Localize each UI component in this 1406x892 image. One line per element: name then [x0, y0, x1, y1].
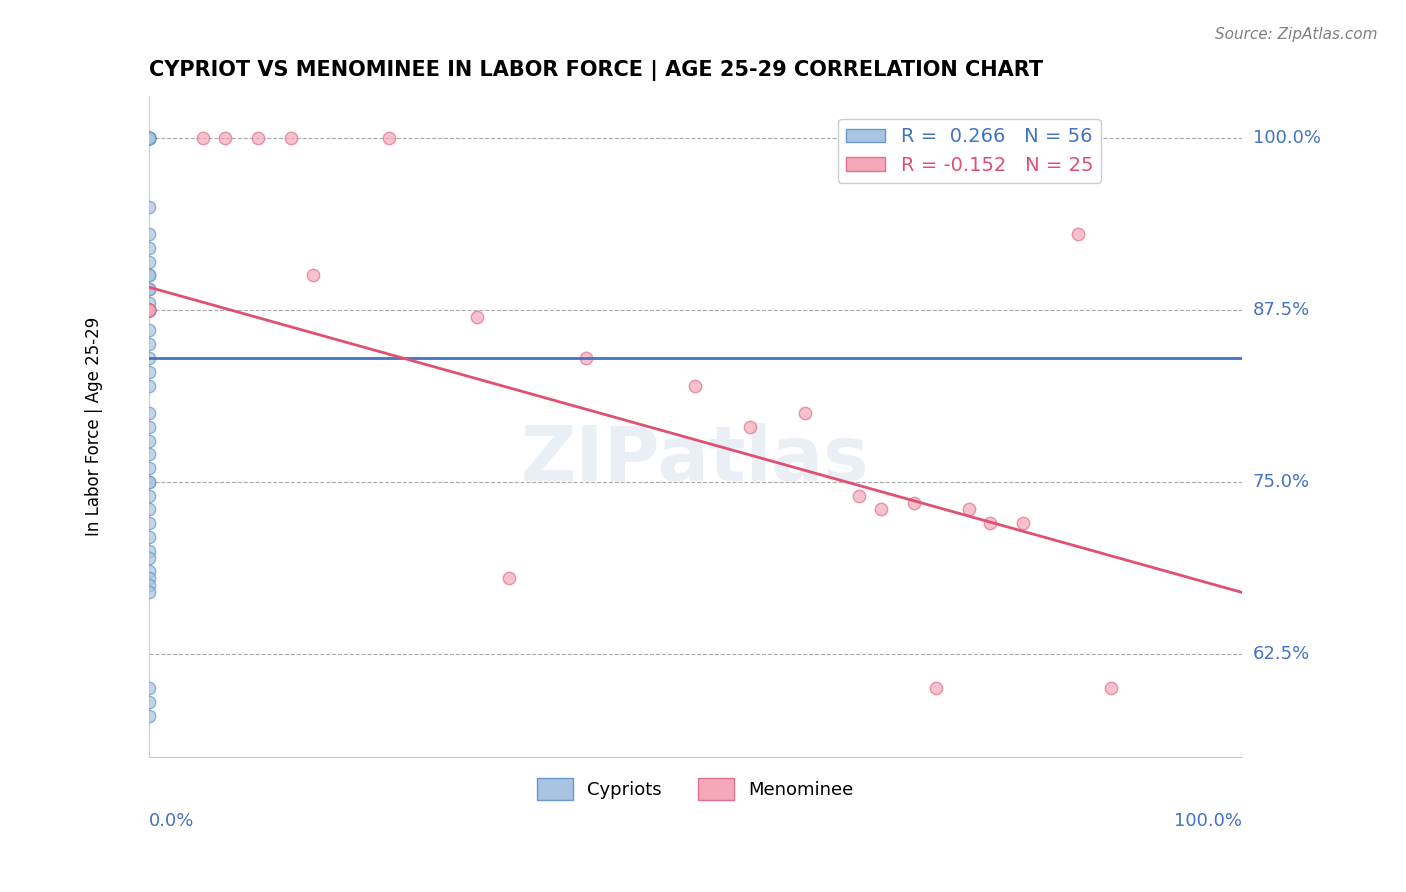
Point	[138, 130, 160, 145]
Point	[138, 543, 160, 558]
Point	[138, 268, 160, 283]
Point	[247, 130, 270, 145]
Point	[138, 351, 160, 365]
Text: 100.0%: 100.0%	[1174, 813, 1241, 830]
Point	[138, 302, 160, 317]
Point	[498, 571, 520, 585]
Point	[138, 268, 160, 283]
Point	[138, 302, 160, 317]
Point	[138, 530, 160, 544]
Text: 62.5%: 62.5%	[1253, 645, 1310, 663]
Point	[138, 578, 160, 592]
Text: CYPRIOT VS MENOMINEE IN LABOR FORCE | AGE 25-29 CORRELATION CHART: CYPRIOT VS MENOMINEE IN LABOR FORCE | AG…	[149, 60, 1043, 80]
Point	[575, 351, 598, 365]
Point	[138, 302, 160, 317]
Point	[138, 200, 160, 214]
Point	[138, 302, 160, 317]
Point	[957, 502, 980, 516]
Point	[1099, 681, 1122, 696]
Point	[138, 130, 160, 145]
Point	[138, 502, 160, 516]
Text: 0.0%: 0.0%	[149, 813, 194, 830]
Point	[138, 302, 160, 317]
Point	[138, 130, 160, 145]
Point	[979, 516, 1001, 530]
Legend: Cypriots, Menominee: Cypriots, Menominee	[530, 771, 860, 807]
Text: ZIPatlas: ZIPatlas	[522, 423, 869, 497]
Point	[138, 130, 160, 145]
Point	[193, 130, 215, 145]
Point	[138, 302, 160, 317]
Text: 75.0%: 75.0%	[1253, 473, 1310, 491]
Point	[138, 475, 160, 489]
Point	[138, 695, 160, 709]
Point	[138, 681, 160, 696]
Point	[903, 495, 925, 509]
Point	[138, 130, 160, 145]
Text: Source: ZipAtlas.com: Source: ZipAtlas.com	[1215, 27, 1378, 42]
Point	[793, 406, 815, 420]
Point	[138, 227, 160, 241]
Point	[214, 130, 236, 145]
Point	[138, 302, 160, 317]
Point	[138, 378, 160, 392]
Text: 100.0%: 100.0%	[1253, 128, 1320, 146]
Point	[138, 282, 160, 296]
Point	[925, 681, 948, 696]
Point	[138, 447, 160, 461]
Point	[138, 130, 160, 145]
Text: 87.5%: 87.5%	[1253, 301, 1310, 318]
Point	[138, 130, 160, 145]
Point	[138, 709, 160, 723]
Point	[138, 302, 160, 317]
Point	[280, 130, 302, 145]
Point	[138, 302, 160, 317]
Point	[138, 516, 160, 530]
Point	[465, 310, 488, 324]
Point	[138, 302, 160, 317]
Point	[138, 302, 160, 317]
Point	[138, 130, 160, 145]
Point	[138, 337, 160, 351]
Point	[138, 323, 160, 337]
Point	[138, 550, 160, 565]
Point	[848, 489, 870, 503]
Point	[138, 475, 160, 489]
Text: In Labor Force | Age 25-29: In Labor Force | Age 25-29	[86, 318, 103, 536]
Point	[138, 489, 160, 503]
Point	[138, 302, 160, 317]
Point	[685, 378, 707, 392]
Point	[138, 254, 160, 268]
Point	[138, 241, 160, 255]
Point	[138, 302, 160, 317]
Point	[138, 565, 160, 579]
Point	[378, 130, 401, 145]
Point	[138, 282, 160, 296]
Point	[301, 268, 323, 283]
Point	[138, 296, 160, 310]
Point	[1067, 227, 1090, 241]
Point	[138, 406, 160, 420]
Point	[138, 130, 160, 145]
Point	[138, 434, 160, 448]
Point	[1012, 516, 1035, 530]
Point	[138, 571, 160, 585]
Point	[138, 365, 160, 379]
Point	[138, 461, 160, 475]
Point	[138, 585, 160, 599]
Point	[138, 302, 160, 317]
Point	[138, 419, 160, 434]
Point	[738, 419, 761, 434]
Point	[138, 130, 160, 145]
Point	[138, 302, 160, 317]
Point	[870, 502, 893, 516]
